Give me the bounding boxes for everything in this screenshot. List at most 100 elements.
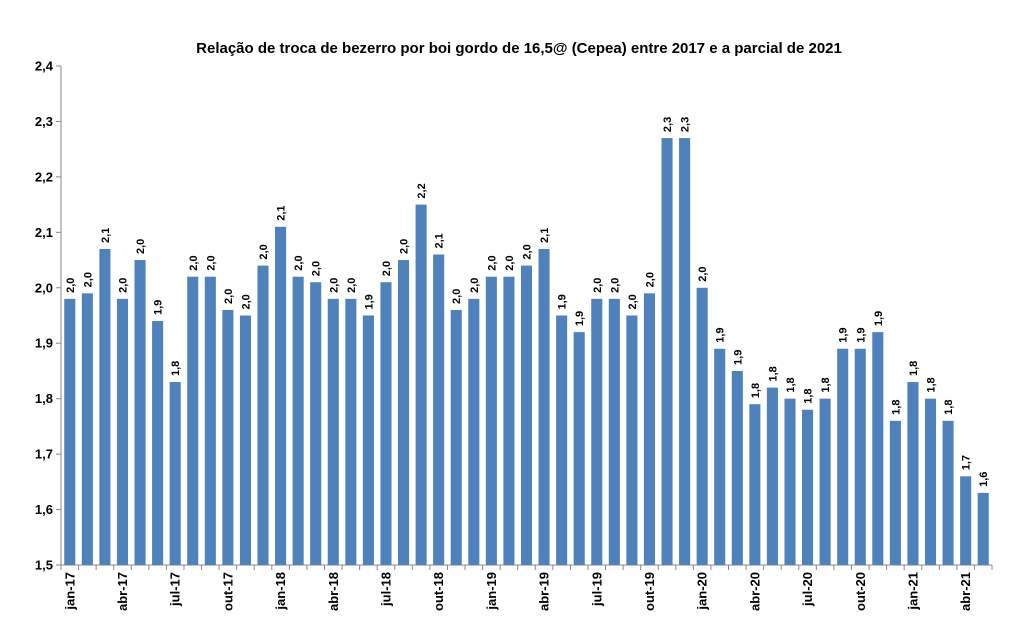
data-label: 2,3 [680,117,692,132]
x-tick-label: abr-20 [747,572,762,611]
bar [134,260,146,565]
y-tick-label: 2,1 [35,225,53,240]
data-label: 2,0 [311,261,323,276]
y-tick-label: 2,0 [35,280,53,295]
bar [854,348,866,565]
data-label: 1,9 [715,327,727,342]
data-label: 2,0 [697,266,709,281]
x-tick-label: jul-20 [800,572,815,607]
bar [380,282,392,565]
data-label: 2,0 [135,239,147,254]
bar [538,248,550,565]
data-label: 2,0 [346,278,358,293]
bar [327,298,339,565]
bar [222,309,234,565]
bar [345,298,357,565]
bar [169,382,181,565]
bar [661,138,673,565]
x-tick-label: jul-17 [168,572,183,607]
data-label: 1,9 [732,350,744,365]
bar [116,298,129,565]
data-label: 2,0 [65,278,77,293]
bar [889,420,901,565]
data-label: 1,9 [855,327,867,342]
bar [942,420,954,565]
x-tick-label: jul-18 [378,572,393,607]
bar [977,492,989,565]
bar [485,276,497,565]
y-tick-label: 2,2 [35,169,53,184]
x-tick-label: jan-20 [695,572,710,611]
x-tick-label: jan-18 [273,572,288,611]
bar [81,293,93,565]
y-tick-label: 2,3 [35,114,53,129]
data-label: 1,6 [978,472,990,487]
data-label: 2,0 [381,261,393,276]
data-label: 1,9 [557,294,569,309]
bar [468,298,480,565]
x-tick-label: jan-19 [484,572,499,611]
data-label: 1,8 [170,361,182,376]
x-tick-label: out-17 [220,572,235,611]
data-label: 1,8 [926,377,938,392]
y-tick-label: 1,5 [35,558,53,573]
x-tick-label: abr-18 [326,572,341,611]
data-label: 1,8 [943,400,955,415]
data-label: 2,0 [223,289,235,304]
data-label: 1,9 [153,300,165,315]
data-label: 2,0 [592,278,604,293]
x-tick-label: out-20 [853,572,868,611]
x-tick-label: abr-17 [115,572,130,611]
bar [802,409,814,565]
x-tick-label: jan-21 [905,572,920,611]
data-label: 2,0 [117,278,129,293]
data-label: 2,0 [293,255,305,270]
y-tick-label: 1,9 [35,336,53,351]
y-tick-label: 1,6 [35,502,53,517]
data-label: 2,0 [205,255,217,270]
bar [696,287,708,565]
data-label: 2,1 [434,233,446,248]
x-tick-label: abr-21 [958,572,973,611]
data-label: 1,8 [803,388,815,403]
bar [398,260,410,565]
bar [872,332,884,565]
bar [204,276,216,565]
data-label: 2,0 [82,272,94,287]
data-label: 1,9 [574,311,586,326]
data-label: 2,0 [469,278,481,293]
y-tick-label: 1,8 [35,391,53,406]
bar [714,348,726,565]
bar [152,321,164,565]
data-label: 2,0 [609,278,621,293]
bar [275,226,287,566]
bar [362,315,374,565]
x-tick-label: jul-19 [589,572,604,607]
x-axis-ticks: jan-17 abr-17 jul-17 out-17 jan-18 abr-18 jul-… [60,565,993,611]
data-label: 1,7 [961,455,973,470]
bar [907,382,919,565]
y-tick-label: 1,7 [35,447,53,462]
data-label: 2,0 [240,294,252,309]
data-label: 2,1 [100,228,112,243]
bar [643,293,655,565]
bar [837,348,849,565]
x-tick-label: abr-19 [537,572,552,611]
bar [520,265,533,565]
data-label: 2,1 [276,205,288,220]
data-label: 2,0 [188,255,200,270]
data-label: 1,9 [363,294,375,309]
bar [433,254,445,565]
bar [749,404,761,565]
x-tick-label: out-18 [431,572,446,611]
bar [310,282,322,565]
bar [292,276,304,565]
data-label: 2,0 [627,294,639,309]
bar [64,298,76,565]
data-label: 1,8 [820,377,832,392]
data-label: 1,9 [838,327,850,342]
bar [626,315,638,565]
data-label: 2,0 [399,239,411,254]
bar [187,276,199,565]
bar [784,398,796,565]
